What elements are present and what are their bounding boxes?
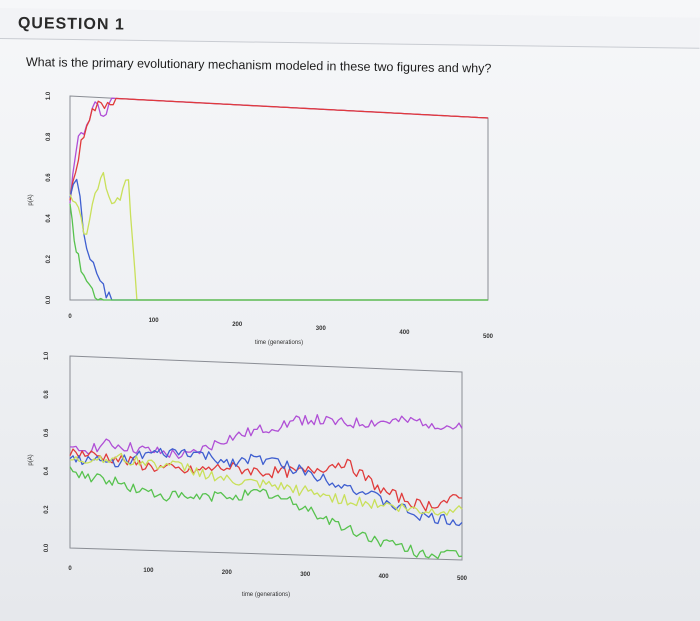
y-tick-label: 1.0 bbox=[44, 351, 50, 360]
chart-2: 0 100 200 300 400 500 time (generations) 0.0 0.2… bbox=[28, 351, 468, 598]
y-tick-label: 0.0 bbox=[46, 295, 52, 304]
plot-frame bbox=[69, 95, 489, 301]
y-tick-label: 0.4 bbox=[44, 466, 50, 475]
series-line bbox=[69, 466, 463, 560]
series-line bbox=[69, 203, 488, 301]
y-tick-label: 0.2 bbox=[44, 505, 50, 514]
series-line bbox=[69, 97, 489, 201]
series-line bbox=[69, 414, 463, 459]
x-tick-label: 300 bbox=[300, 572, 311, 578]
y-tick-label: 0.4 bbox=[46, 214, 52, 223]
plot-frame bbox=[69, 355, 463, 561]
x-axis-label: time (generations) bbox=[255, 340, 303, 346]
x-tick-label: 300 bbox=[316, 326, 327, 332]
y-tick-label: 1.0 bbox=[46, 91, 52, 100]
series-line bbox=[69, 171, 488, 301]
x-tick-label: 100 bbox=[149, 318, 160, 324]
x-tick-label: 0 bbox=[68, 314, 72, 320]
x-tick-label: 400 bbox=[379, 574, 390, 580]
x-tick-label: 400 bbox=[399, 330, 410, 336]
x-tick-label: 200 bbox=[222, 570, 233, 576]
chart-1: 0 100 200 300 400 500 time (generations) 0.0 0.2… bbox=[28, 91, 494, 346]
series-line bbox=[69, 97, 489, 204]
y-tick-label: 0.0 bbox=[44, 543, 50, 552]
x-tick-label: 200 bbox=[232, 322, 243, 328]
y-tick-label: 0.6 bbox=[46, 173, 52, 182]
x-tick-label: 100 bbox=[143, 568, 154, 574]
y-tick-label: 0.6 bbox=[44, 428, 50, 437]
series-line bbox=[69, 452, 463, 516]
y-axis-label: p(A) bbox=[28, 194, 34, 205]
y-axis-label: p(A) bbox=[28, 454, 34, 465]
y-tick-label: 0.8 bbox=[46, 132, 52, 141]
x-tick-label: 500 bbox=[457, 576, 468, 582]
y-tick-label: 0.2 bbox=[46, 254, 52, 263]
x-axis-label: time (generations) bbox=[242, 592, 290, 598]
series-line bbox=[69, 448, 463, 512]
y-tick-label: 0.8 bbox=[44, 390, 50, 399]
x-tick-label: 500 bbox=[483, 334, 494, 340]
x-tick-label: 0 bbox=[68, 566, 72, 572]
